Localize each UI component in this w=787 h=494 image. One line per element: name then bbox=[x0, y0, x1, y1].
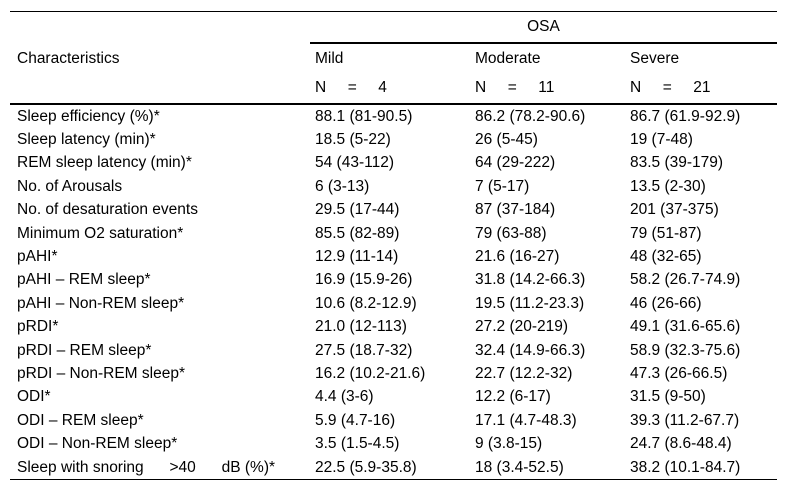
cell-moderate: 12.2 (6-17) bbox=[475, 388, 551, 406]
row-label: Minimum O2 saturation* bbox=[17, 224, 184, 242]
cell-moderate: 22.7 (12.2-32) bbox=[475, 364, 573, 382]
characteristics-header: Characteristics bbox=[17, 49, 120, 67]
table-header: OSA Characteristics Mild Moderate Severe… bbox=[10, 12, 777, 105]
sample-size-row: N = 4 N = 11 N = 21 bbox=[10, 73, 777, 103]
column-labels-row: Characteristics Mild Moderate Severe bbox=[10, 44, 777, 73]
cell-mild: 16.9 (15.9-26) bbox=[315, 271, 413, 289]
cell-moderate: 31.8 (14.2-66.3) bbox=[475, 271, 586, 289]
table-row: Minimum O2 saturation* 85.5 (82-89) 79 (… bbox=[10, 222, 777, 245]
table-row: No. of desaturation events 29.5 (17-44) … bbox=[10, 199, 777, 222]
row-label: pAHI – Non-REM sleep* bbox=[17, 294, 185, 312]
table-row: pAHI* 12.9 (11-14) 21.6 (16-27) 48 (32-6… bbox=[10, 245, 777, 268]
cell-mild: 5.9 (4.7-16) bbox=[315, 411, 396, 429]
column-header-severe: Severe bbox=[630, 49, 680, 67]
table-row: pAHI – Non-REM sleep* 10.6 (8.2-12.9) 19… bbox=[10, 292, 777, 315]
cell-mild: 16.2 (10.2-21.6) bbox=[315, 364, 426, 382]
cell-severe: 46 (26-66) bbox=[630, 294, 702, 312]
table-row: ODI – Non-REM sleep* 3.5 (1.5-4.5) 9 (3.… bbox=[10, 432, 777, 455]
row-label: pRDI* bbox=[17, 318, 59, 336]
sample-size-moderate: N = 11 bbox=[475, 79, 555, 96]
cell-mild: 6 (3-13) bbox=[315, 177, 370, 195]
cell-severe: 38.2 (10.1-84.7) bbox=[630, 458, 741, 476]
table-row: No. of Arousals 6 (3-13) 7 (5-17) 13.5 (… bbox=[10, 175, 777, 198]
table-row: REM sleep latency (min)* 54 (43-112) 64 … bbox=[10, 152, 777, 175]
row-label: Sleep latency (min)* bbox=[17, 131, 156, 149]
cell-moderate: 7 (5-17) bbox=[475, 177, 530, 195]
osa-characteristics-table: OSA Characteristics Mild Moderate Severe… bbox=[10, 11, 777, 481]
row-label: Sleep with snoring >40 dB (%)* bbox=[17, 458, 276, 476]
row-label: pAHI* bbox=[17, 248, 58, 266]
table-row: pRDI* 21.0 (12-113) 27.2 (20-219) 49.1 (… bbox=[10, 316, 777, 339]
row-label: No. of Arousals bbox=[17, 177, 123, 195]
table-row: pAHI – REM sleep* 16.9 (15.9-26) 31.8 (1… bbox=[10, 269, 777, 292]
cell-severe: 58.9 (32.3-75.6) bbox=[630, 341, 741, 359]
table-row: pRDI – REM sleep* 27.5 (18.7-32) 32.4 (1… bbox=[10, 339, 777, 362]
cell-moderate: 19.5 (11.2-23.3) bbox=[475, 294, 585, 312]
cell-moderate: 32.4 (14.9-66.3) bbox=[475, 341, 586, 359]
cell-mild: 85.5 (82-89) bbox=[315, 224, 400, 242]
cell-severe: 83.5 (39-179) bbox=[630, 154, 724, 172]
sample-size-mild: N = 4 bbox=[315, 79, 387, 96]
table-body: Sleep efficiency (%)* 88.1 (81-90.5) 86.… bbox=[10, 105, 777, 479]
column-header-mild: Mild bbox=[315, 49, 344, 67]
cell-mild: 10.6 (8.2-12.9) bbox=[315, 294, 417, 312]
cell-severe: 79 (51-87) bbox=[630, 224, 702, 242]
cell-mild: 21.0 (12-113) bbox=[315, 318, 407, 336]
cell-moderate: 21.6 (16-27) bbox=[475, 248, 560, 266]
cell-severe: 58.2 (26.7-74.9) bbox=[630, 271, 741, 289]
cell-mild: 4.4 (3-6) bbox=[315, 388, 374, 406]
group-header-spacer bbox=[10, 12, 310, 44]
row-label: REM sleep latency (min)* bbox=[17, 154, 192, 172]
column-header-moderate: Moderate bbox=[475, 49, 541, 67]
cell-mild: 54 (43-112) bbox=[315, 154, 394, 172]
cell-moderate: 18 (3.4-52.5) bbox=[475, 458, 564, 476]
row-label: pRDI – REM sleep* bbox=[17, 341, 152, 359]
cell-moderate: 27.2 (20-219) bbox=[475, 318, 569, 336]
cell-mild: 12.9 (11-14) bbox=[315, 248, 399, 266]
table-row: Sleep efficiency (%)* 88.1 (81-90.5) 86.… bbox=[10, 105, 777, 128]
cell-severe: 86.7 (61.9-92.9) bbox=[630, 107, 741, 125]
row-label: ODI – REM sleep* bbox=[17, 411, 144, 429]
row-label: No. of desaturation events bbox=[17, 201, 198, 219]
cell-severe: 31.5 (9-50) bbox=[630, 388, 706, 406]
sample-size-severe: N = 21 bbox=[630, 79, 711, 96]
cell-mild: 27.5 (18.7-32) bbox=[315, 341, 413, 359]
group-header-label: OSA bbox=[527, 18, 560, 35]
row-label: ODI – Non-REM sleep* bbox=[17, 435, 178, 453]
cell-severe: 19 (7-48) bbox=[630, 131, 693, 149]
cell-moderate: 64 (29-222) bbox=[475, 154, 556, 172]
cell-mild: 29.5 (17-44) bbox=[315, 201, 400, 219]
table-row: pRDI – Non-REM sleep* 16.2 (10.2-21.6) 2… bbox=[10, 362, 777, 385]
row-label: pAHI – REM sleep* bbox=[17, 271, 151, 289]
cell-moderate: 87 (37-184) bbox=[475, 201, 556, 219]
cell-moderate: 17.1 (4.7-48.3) bbox=[475, 411, 577, 429]
row-label: ODI* bbox=[17, 388, 51, 406]
cell-severe: 39.3 (11.2-67.7) bbox=[630, 411, 740, 429]
cell-mild: 3.5 (1.5-4.5) bbox=[315, 435, 400, 453]
cell-severe: 48 (32-65) bbox=[630, 248, 702, 266]
cell-mild: 88.1 (81-90.5) bbox=[315, 107, 413, 125]
group-header-row: OSA bbox=[10, 12, 777, 44]
table-row: Sleep latency (min)* 18.5 (5-22) 26 (5-4… bbox=[10, 128, 777, 151]
cell-moderate: 26 (5-45) bbox=[475, 131, 538, 149]
row-label: pRDI – Non-REM sleep* bbox=[17, 364, 185, 382]
row-label: Sleep efficiency (%)* bbox=[17, 107, 160, 125]
cell-mild: 18.5 (5-22) bbox=[315, 131, 391, 149]
table-row: ODI* 4.4 (3-6) 12.2 (6-17) 31.5 (9-50) bbox=[10, 386, 777, 409]
group-header-cell: OSA bbox=[310, 12, 777, 44]
cell-moderate: 79 (63-88) bbox=[475, 224, 547, 242]
table-row: Sleep with snoring >40 dB (%)* 22.5 (5.9… bbox=[10, 456, 777, 479]
cell-severe: 49.1 (31.6-65.6) bbox=[630, 318, 741, 336]
cell-mild: 22.5 (5.9-35.8) bbox=[315, 458, 417, 476]
cell-severe: 47.3 (26-66.5) bbox=[630, 364, 728, 382]
table-row: ODI – REM sleep* 5.9 (4.7-16) 17.1 (4.7-… bbox=[10, 409, 777, 432]
cell-severe: 24.7 (8.6-48.4) bbox=[630, 435, 732, 453]
cell-severe: 13.5 (2-30) bbox=[630, 177, 706, 195]
cell-moderate: 9 (3.8-15) bbox=[475, 435, 543, 453]
cell-severe: 201 (37-375) bbox=[630, 201, 719, 219]
cell-moderate: 86.2 (78.2-90.6) bbox=[475, 107, 586, 125]
